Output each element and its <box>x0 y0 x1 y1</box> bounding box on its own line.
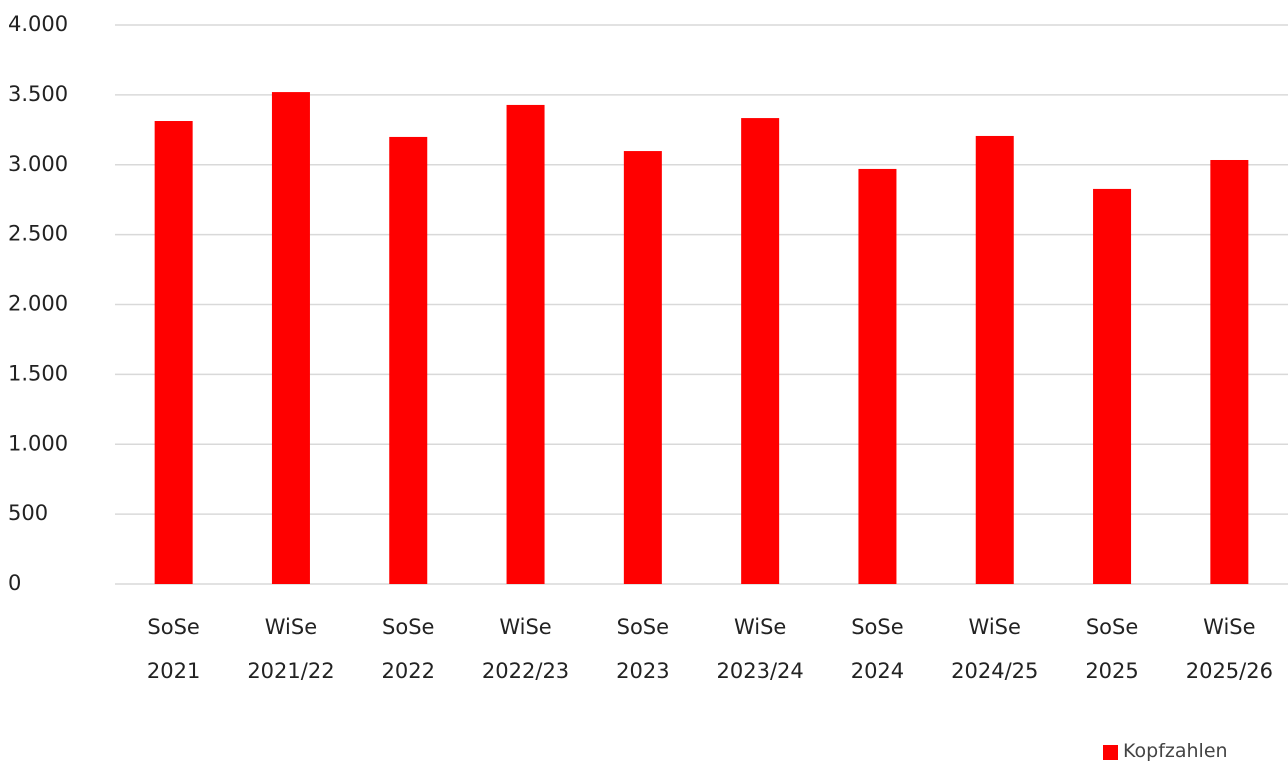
legend-label: Kopfzahlen <box>1123 740 1228 762</box>
bar <box>741 118 780 585</box>
x-tick-label: WiSe 2023/24 <box>716 615 804 683</box>
x-tick-label: WiSe 2024/25 <box>951 615 1039 683</box>
y-tick-label: 3.000 <box>8 152 68 176</box>
y-tick-label: 3.500 <box>8 82 68 106</box>
x-tick-label: SoSe 2024 <box>850 615 905 683</box>
x-tick-label: SoSe 2022 <box>381 615 435 683</box>
bar <box>1210 159 1249 584</box>
y-tick-label: 2.000 <box>8 292 68 316</box>
bar <box>975 135 1014 585</box>
y-tick-label: 1.000 <box>8 431 68 455</box>
x-tick-label: WiSe 2025/26 <box>1185 615 1273 683</box>
bar <box>623 151 662 584</box>
bar <box>154 121 193 585</box>
bar <box>271 92 310 584</box>
y-tick-label: 4.000 <box>8 12 68 36</box>
bar <box>1093 188 1132 584</box>
bar <box>389 136 428 584</box>
y-tick-label: 2.500 <box>8 222 68 246</box>
x-tick-label: SoSe 2023 <box>616 615 670 683</box>
bar <box>506 104 545 584</box>
x-tick-label: WiSe 2021/22 <box>247 615 335 683</box>
x-tick-label: WiSe 2022/23 <box>481 615 570 683</box>
bar <box>858 168 897 584</box>
y-tick-label: 1.500 <box>8 361 68 385</box>
x-tick-label: SoSe 2025 <box>1085 615 1139 683</box>
x-tick-label: SoSe 2021 <box>146 615 201 683</box>
y-tick-label: 500 <box>8 501 48 525</box>
legend-swatch <box>1103 745 1118 760</box>
y-tick-label: 0 <box>8 571 21 595</box>
